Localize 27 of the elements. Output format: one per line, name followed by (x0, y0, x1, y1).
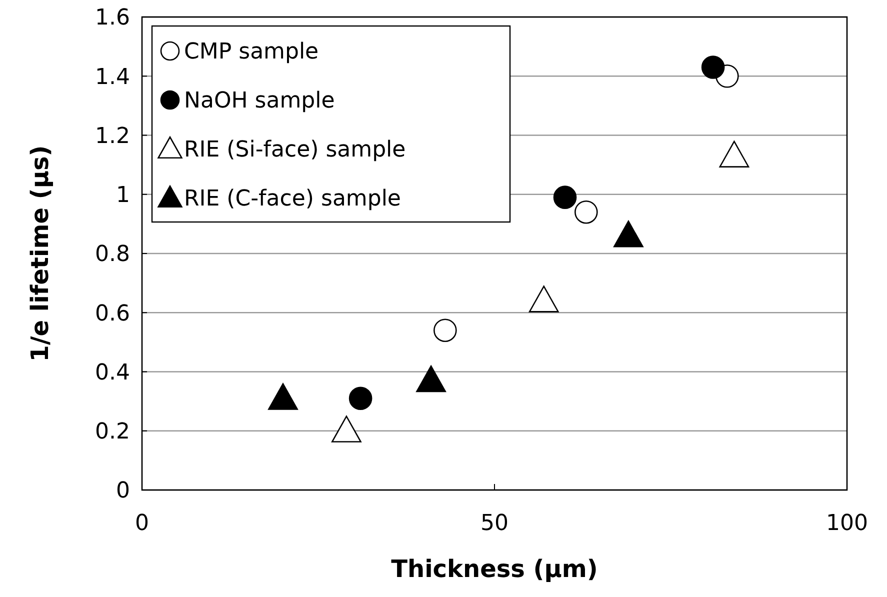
point (416, 365, 446, 392)
point (553, 186, 577, 209)
point (719, 140, 750, 168)
legend-label: RIE (C-face) sample (184, 186, 401, 212)
y-tick-label: 1.4 (95, 64, 130, 90)
point (268, 383, 298, 410)
point (614, 220, 644, 248)
legend-label: CMP sample (184, 40, 319, 65)
point (332, 416, 362, 442)
point (574, 200, 598, 224)
y-tick-label: 0.2 (95, 420, 130, 445)
x-tick-label: 0 (135, 511, 149, 536)
y-tick-label: 1 (116, 183, 130, 208)
point (528, 286, 559, 312)
y-tick-label: 0.4 (95, 360, 130, 386)
y-tick-label: 1.6 (95, 6, 130, 31)
y-axis-title: 1/e lifetime (μs) (26, 145, 54, 362)
y-tick-label: 0.6 (95, 301, 130, 326)
y-tick-label: 0.8 (95, 242, 130, 268)
x-axis-title: Thickness (μm) (391, 555, 598, 583)
legend-label: RIE (Si-face) sample (184, 138, 406, 163)
x-tick-label: 100 (826, 511, 868, 536)
y-tick-label: 0 (116, 478, 130, 504)
legend-label: NaOH sample (184, 88, 335, 114)
x-tick-label: 50 (480, 511, 508, 536)
point (701, 56, 725, 79)
y-tick-label: 1.2 (95, 124, 130, 149)
